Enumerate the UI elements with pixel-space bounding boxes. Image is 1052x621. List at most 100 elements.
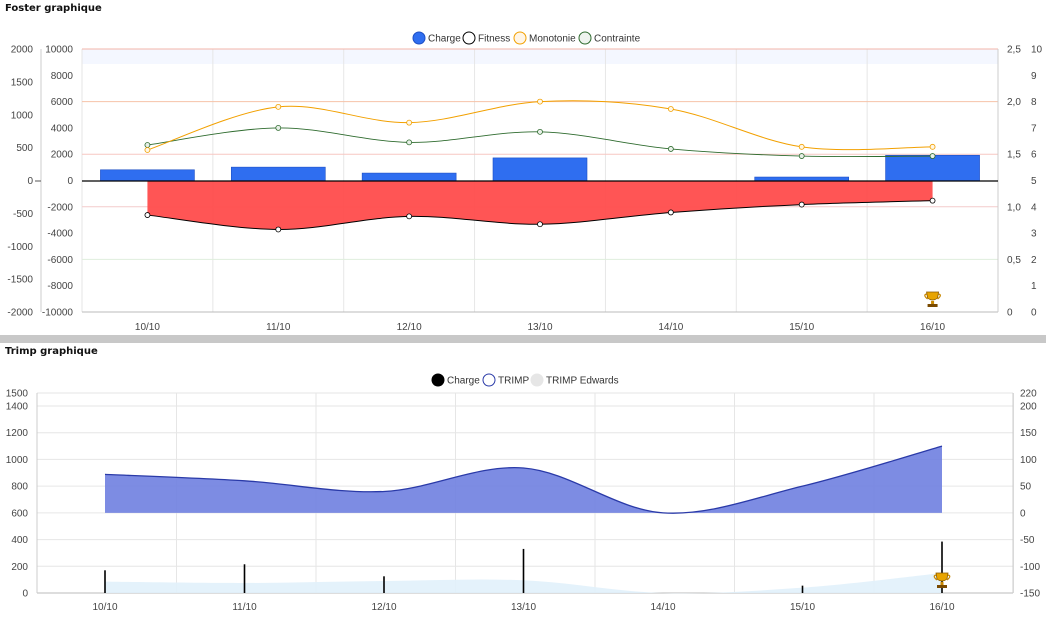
x-tick-label: 12/10 [397,322,422,333]
x-tick-label: 14/10 [658,322,683,333]
right-outer-tick-label: 0 [1031,308,1037,319]
trophy-base [927,304,938,307]
trimp-legend: Charge TRIMP TRIMP Edwards [431,373,619,387]
right-tick-label: 220 [1020,389,1037,400]
foster-chart-title: Foster graphique [5,3,102,14]
right-inner-tick-label: 2,5 [1007,45,1021,56]
right-outer-tick-label: 7 [1031,123,1037,134]
left-tick-label: 600 [11,508,28,519]
charge-bar [885,154,980,182]
legend-swatch-contrainte [578,31,592,45]
left-inner-tick-label: 0 [67,176,73,187]
right-outer-tick-label: 10 [1031,45,1043,56]
contrainte-point [275,125,282,131]
charge-bar [522,548,525,593]
legend-label-monotonie: Monotonie [529,34,576,45]
trophy-icon [933,572,951,588]
trophy-stem [940,582,944,585]
left-inner-tick-label: 4000 [51,123,74,134]
left-tick-label: 0 [22,589,28,600]
right-outer-tick-label: 6 [1031,150,1037,161]
legend-label-charge: Charge [447,376,480,387]
right-outer-tick-label: 1 [1031,281,1037,292]
right-tick-label: 150 [1020,428,1037,439]
fitness-point [144,212,151,218]
trophy-cup [926,291,940,301]
trimp-area [105,446,942,514]
charge-bar [104,570,106,593]
fitness-point [406,213,413,220]
trophy-handle-right [946,574,951,581]
x-tick-label: 14/10 [650,602,675,613]
right-outer-tick-label: 2 [1031,255,1037,266]
left-inner-tick-label: 10000 [45,45,73,56]
left-inner-tick-label: 6000 [51,97,74,108]
monotonie-point [537,98,543,105]
legend-swatch-trimp [482,373,496,387]
right-tick-label: 200 [1020,402,1037,413]
right-inner-tick-label: 0 [1007,308,1013,319]
right-outer-tick-label: 5 [1031,176,1037,187]
x-tick-label: 16/10 [920,322,945,333]
left-inner-tick-label: 2000 [51,150,74,161]
right-inner-tick-label: 0,5 [1007,255,1021,266]
left-inner-tick-label: -10000 [42,308,74,319]
monotonie-point [798,143,805,150]
left-tick-label: 1000 [6,455,29,466]
legend-swatch-trimp-edwards [530,373,544,387]
left-tick-label: 800 [11,482,28,493]
monotonie-point [275,103,282,110]
legend-swatch-fitness [462,31,476,45]
left-tick-label: 1200 [6,428,29,439]
x-tick-label: 15/10 [789,322,814,333]
right-outer-tick-label: 4 [1031,202,1037,213]
section-separator [0,335,1046,343]
trophy-handle-left [924,293,928,300]
x-tick-label: 10/10 [135,322,160,333]
legend-swatch-charge [412,31,426,45]
left-inner-tick-label: -6000 [47,255,73,266]
x-tick-label: 15/10 [790,602,815,613]
legend-label-charge: Charge [428,34,461,45]
left-tick-label: 400 [11,535,28,546]
trophy-icon [924,291,941,307]
charge-bar [243,564,246,593]
plot-band [82,49,998,64]
left-outer-tick-label: -500 [13,209,33,220]
right-outer-tick-label: 3 [1031,229,1037,240]
fitness-point [537,221,543,228]
x-tick-label: 13/10 [511,602,536,613]
x-tick-label: 11/10 [266,322,291,333]
left-outer-tick-label: 1000 [11,110,34,121]
left-outer-tick-label: 2000 [11,45,34,56]
right-tick-label: -100 [1020,562,1040,573]
contrainte-point [798,153,805,159]
charge-bar [941,541,943,593]
left-outer-tick-label: -2000 [7,308,33,319]
left-tick-label: 1400 [6,402,29,413]
foster-chart: 2000150010005000-500-1000-1500-200010000… [7,31,1043,333]
legend-swatch-monotonie [513,31,527,45]
x-tick-label: 12/10 [371,602,396,613]
left-inner-tick-label: -8000 [47,281,73,292]
left-tick-label: 1500 [6,389,29,400]
right-inner-tick-label: 2,0 [1007,97,1021,108]
fitness-point [929,197,936,204]
left-outer-tick-label: -1000 [7,242,33,253]
monotonie-point [406,119,413,126]
right-outer-tick-label: 8 [1031,97,1037,108]
fitness-point [667,209,674,216]
left-inner-tick-label: 8000 [51,71,74,82]
charge-bar [383,576,385,593]
left-tick-label: 200 [11,562,28,573]
fitness-point [275,226,282,233]
contrainte-point [929,153,936,159]
trophy-handle-left [933,574,938,581]
contrainte-point [667,146,674,152]
left-outer-tick-label: 0 [27,176,33,187]
legend-swatch-charge [431,373,445,387]
right-inner-tick-label: 1,5 [1007,150,1021,161]
left-outer-tick-label: -1500 [7,275,33,286]
x-tick-label: 10/10 [92,602,117,613]
